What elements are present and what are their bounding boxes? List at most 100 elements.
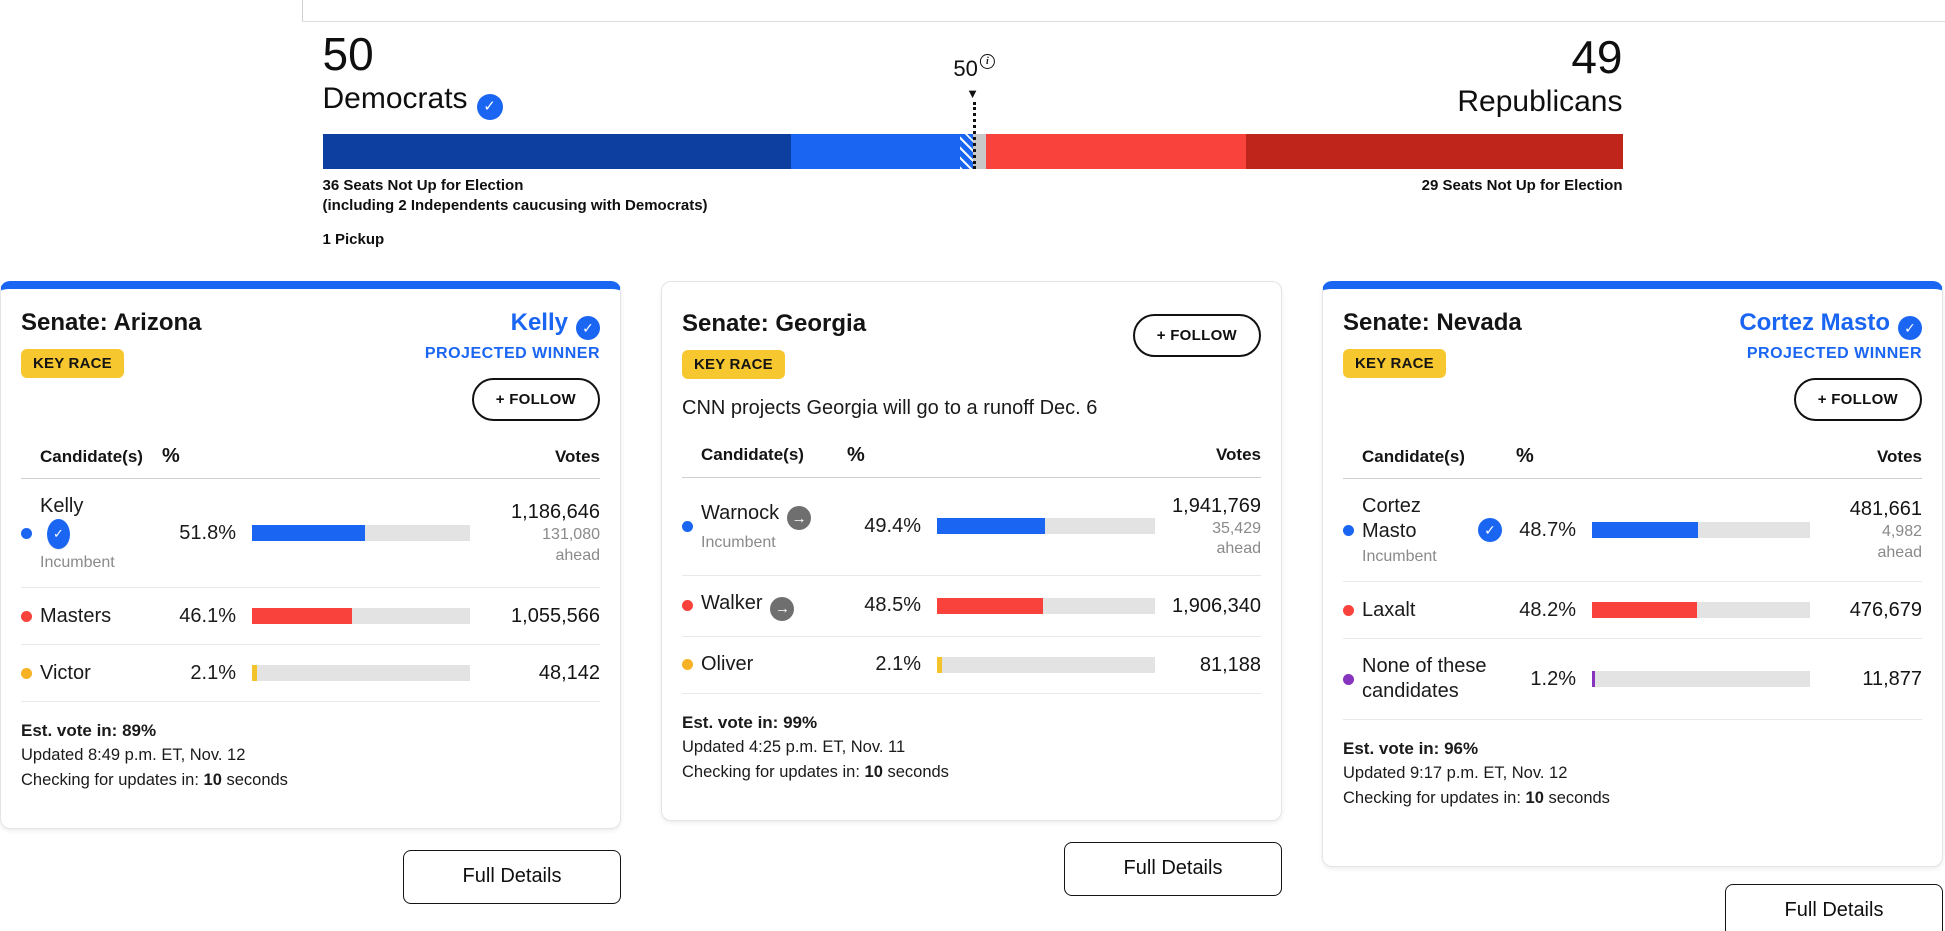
race-footer: Est. vote in: 89% Updated 8:49 p.m. ET, …: [21, 718, 600, 793]
vote-bar-fill: [252, 608, 353, 625]
dem-seats-note: 36 Seats Not Up for Election (including …: [322, 177, 708, 215]
incumbent-label: Incumbent: [1362, 548, 1437, 566]
dem-count: 50: [322, 28, 374, 80]
candidate-name: Masters: [40, 604, 112, 627]
race-head-right: Cortez Masto ✓ PROJECTED WINNER + FOLLOW: [1739, 309, 1922, 422]
party-dot: [21, 527, 32, 539]
checking-text: Checking for updates in: 10 seconds: [1343, 789, 1610, 808]
candidate-pct: 49.4%: [864, 514, 921, 537]
candidate-row: Victor 2.1% 48,142: [21, 645, 600, 703]
vote-bar-track: [1592, 522, 1810, 539]
full-details-button[interactable]: Full Details: [403, 849, 621, 904]
candidate-pct: 48.7%: [1519, 518, 1576, 541]
top-chrome: [0, 0, 1945, 22]
race-column-arizona: Senate: Arizona KEY RACE Kelly ✓ PROJECTE…: [0, 280, 621, 931]
rep-count: 49: [1571, 30, 1623, 83]
segment-uncalled: [972, 134, 986, 170]
candidate-votes: 1,906,340: [1172, 594, 1261, 617]
full-details-button[interactable]: Full Details: [1725, 883, 1943, 931]
winner-check-icon: ✓: [576, 316, 600, 341]
est-vote: Est. vote in: 99%: [682, 712, 818, 732]
tab-divider: [302, 0, 303, 22]
race-column-nevada: Senate: Nevada KEY RACE Cortez Masto ✓ PR…: [1322, 280, 1943, 931]
vote-bar-track: [252, 608, 470, 625]
candidate-name: Warnock: [701, 501, 780, 524]
full-details-button[interactable]: Full Details: [1064, 841, 1282, 896]
vote-bar-track: [252, 665, 470, 682]
updated-text: Updated 4:25 p.m. ET, Nov. 11: [682, 737, 906, 756]
winner-check-icon: ✓: [1898, 316, 1922, 341]
segment-rep-won: [985, 134, 1246, 170]
info-icon[interactable]: i: [979, 54, 995, 70]
follow-button[interactable]: + FOLLOW: [1793, 378, 1922, 422]
follow-button[interactable]: + FOLLOW: [471, 378, 600, 422]
col-candidates: Candidate(s): [1362, 446, 1465, 466]
race-cards: Senate: Arizona KEY RACE Kelly ✓ PROJECTE…: [0, 280, 1945, 931]
candidate-name: Victor: [40, 661, 91, 684]
seat-bar: [322, 134, 1623, 170]
candidate-row: Warnock → Incumbent 49.4% 1,941,769 35,42…: [682, 478, 1261, 577]
ahead-word: ahead: [1216, 540, 1262, 558]
vote-bar-track: [937, 518, 1155, 535]
runoff-arrow-icon: →: [770, 596, 795, 621]
est-vote: Est. vote in: 89%: [21, 721, 157, 741]
dem-label: Democrats ✓: [323, 80, 503, 121]
projected-winner-name: Cortez Masto ✓: [1739, 309, 1922, 341]
candidate-pct: 46.1%: [179, 604, 236, 627]
vote-bar-fill: [1592, 602, 1698, 619]
follow-button[interactable]: + FOLLOW: [1132, 313, 1261, 357]
table-header: Candidate(s) % Votes: [1343, 445, 1922, 480]
updated-text: Updated 8:49 p.m. ET, Nov. 12: [21, 746, 246, 765]
rep-total: 49 Republicans: [1457, 30, 1623, 120]
ahead-word: ahead: [1877, 544, 1923, 562]
party-dot: [1343, 604, 1354, 616]
runoff-note: CNN projects Georgia will go to a runoff…: [682, 396, 1098, 419]
balance-of-power: 50 Democrats ✓ 49 Republicans 50 i ▼ 36 S…: [322, 28, 1623, 248]
race-head-left: Senate: Arizona KEY RACE: [21, 309, 201, 422]
checking-text: Checking for updates in: 10 seconds: [682, 762, 949, 781]
race-head-left: Senate: Nevada KEY RACE: [1343, 309, 1522, 422]
rep-seats-note: 29 Seats Not Up for Election: [1421, 177, 1623, 195]
candidate-row: Walker → 48.5% 1,906,340: [682, 576, 1261, 637]
candidate-votes: 1,186,646 131,080 ahead: [470, 499, 600, 567]
candidate-name: Kelly: [40, 495, 84, 518]
vote-bar-fill: [1592, 522, 1699, 539]
table-header: Candidate(s) % Votes: [682, 444, 1261, 478]
majority-marker-line: [972, 102, 976, 170]
candidate-votes: 11,877: [1862, 668, 1922, 691]
checking-text: Checking for updates in: 10 seconds: [21, 771, 288, 790]
candidate-votes: 476,679: [1849, 599, 1922, 622]
race-title: Senate: Nevada: [1343, 308, 1522, 336]
incumbent-label: Incumbent: [40, 554, 115, 572]
table-header: Candidate(s) % Votes: [21, 445, 600, 480]
candidate-name: Walker: [701, 592, 763, 615]
race-column-georgia: Senate: Georgia KEY RACE + FOLLOW CNN pr…: [661, 280, 1282, 931]
candidate-pct: 1.2%: [1530, 667, 1576, 690]
party-dot: [21, 667, 32, 679]
updated-text: Updated 9:17 p.m. ET, Nov. 12: [1343, 764, 1568, 783]
candidate-votes: 1,055,566: [511, 605, 600, 628]
candidate-votes: 81,188: [1199, 653, 1261, 676]
race-footer: Est. vote in: 96% Updated 9:17 p.m. ET, …: [1343, 736, 1922, 811]
candidate-name: Cortez Masto: [1362, 495, 1421, 543]
race-card-georgia: Senate: Georgia KEY RACE + FOLLOW CNN pr…: [661, 280, 1282, 821]
candidate-row: Oliver 2.1% 81,188: [682, 637, 1261, 694]
race-card-arizona: Senate: Arizona KEY RACE Kelly ✓ PROJECTE…: [0, 280, 621, 829]
candidate-name: None of these candidates: [1362, 655, 1487, 703]
segment-dem-pickup: [959, 134, 973, 170]
candidate-votes: 1,941,769 35,429 ahead: [1155, 493, 1261, 561]
candidate-votes: 48,142: [538, 662, 600, 685]
candidate-row: None of these candidates 1.2% 11,877: [1343, 639, 1922, 721]
vote-bar-fill: [937, 597, 1043, 614]
incumbent-label: Incumbent: [701, 534, 776, 552]
ahead-count: 4,982: [1881, 523, 1922, 541]
tab-bottom-border: [302, 21, 1945, 22]
vote-bar-fill: [937, 656, 942, 673]
runoff-arrow-icon: →: [787, 506, 812, 531]
projected-winner-label: PROJECTED WINNER: [1746, 345, 1922, 363]
col-votes: Votes: [1876, 446, 1922, 466]
projected-winner-label: PROJECTED WINNER: [424, 345, 600, 363]
race-head-left: Senate: Georgia KEY RACE: [682, 310, 866, 379]
col-candidates: Candidate(s): [40, 446, 143, 466]
majority-marker-label: 50 i: [953, 54, 995, 82]
